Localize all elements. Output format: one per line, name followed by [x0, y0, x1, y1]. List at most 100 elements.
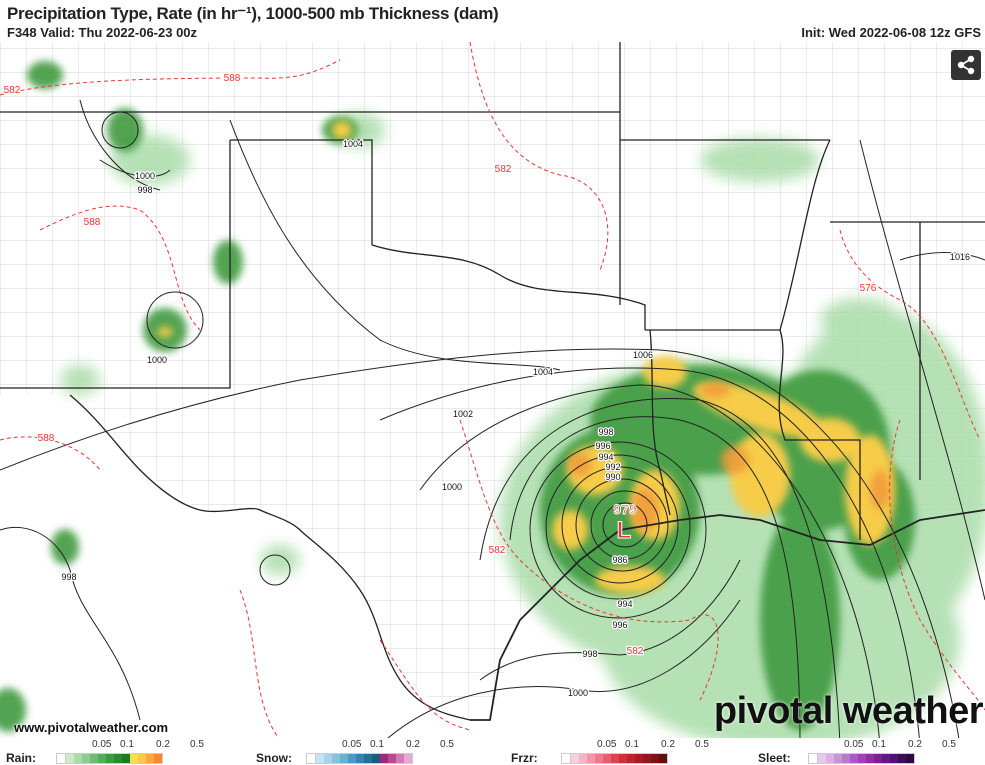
svg-text:1000: 1000 [442, 482, 462, 492]
legend-tick: 0.1 [625, 739, 639, 750]
legend-label: Rain: [6, 751, 36, 765]
svg-text:1002: 1002 [453, 409, 473, 419]
legend-label: Sleet: [758, 751, 791, 765]
legend-swatch [906, 754, 914, 763]
legend-tick: 0.1 [120, 739, 134, 750]
legend-tick: 0.5 [190, 739, 204, 750]
precip-legend: Rain: 0.05 0.1 0.2 0.5 Snow: 0.05 0.1 0.2 0.5 Frzr… [0, 738, 985, 765]
svg-text:588: 588 [38, 433, 55, 444]
legend-swatch [324, 754, 332, 763]
low-symbol: L [617, 517, 632, 544]
legend-swatch [866, 754, 874, 763]
weather-map[interactable]: 1000 998 1004 1000 1006 1004 1002 1000 9… [0, 42, 985, 745]
legend-swatch [74, 754, 82, 763]
legend-swatch [122, 754, 130, 763]
legend-swatch [858, 754, 866, 763]
svg-text:998: 998 [598, 427, 613, 437]
legend-swatch [130, 754, 138, 763]
legend-tick: 0.05 [92, 739, 112, 750]
legend-swatch [154, 754, 162, 763]
legend-swatch [643, 754, 651, 763]
legend-tick: 0.1 [872, 739, 886, 750]
svg-text:998: 998 [137, 185, 152, 195]
legend-swatch [898, 754, 906, 763]
svg-text:994: 994 [617, 599, 632, 609]
thickness-labels: 588 582 582 588 576 588 582 582 [2, 72, 878, 659]
legend-swatch [603, 754, 611, 763]
svg-text:992: 992 [605, 462, 620, 472]
share-icon [957, 55, 975, 75]
legend-swatch [659, 754, 667, 763]
svg-text:998: 998 [61, 572, 76, 582]
thickness-lines [0, 42, 985, 741]
county-lines [0, 42, 985, 720]
legend-tick: 0.2 [908, 739, 922, 750]
svg-text:582: 582 [627, 646, 644, 657]
svg-text:996: 996 [595, 441, 610, 451]
legend-colorbar [561, 753, 668, 764]
svg-text:582: 582 [495, 164, 512, 175]
legend-colorbar [56, 753, 163, 764]
legend-colorbar [306, 753, 413, 764]
svg-text:1006: 1006 [633, 350, 653, 360]
svg-text:994: 994 [598, 452, 613, 462]
isobar-labels: 1000 998 1004 1000 1006 1004 1002 1000 9… [60, 138, 971, 700]
legend-swatch [818, 754, 826, 763]
legend-swatch [90, 754, 98, 763]
legend-swatch [874, 754, 882, 763]
legend-swatch [66, 754, 74, 763]
legend-swatch [372, 754, 380, 763]
share-button[interactable] [951, 50, 981, 80]
isobars [0, 99, 985, 745]
legend-swatch [138, 754, 146, 763]
state-borders [0, 42, 985, 721]
legend-tick: 0.1 [370, 739, 384, 750]
site-url: www.pivotalweather.com [14, 720, 169, 735]
header: Precipitation Type, Rate (in hr⁻¹), 1000… [0, 0, 985, 42]
svg-text:986: 986 [612, 555, 627, 565]
svg-text:582: 582 [4, 85, 21, 96]
map-svg: 1000 998 1004 1000 1006 1004 1002 1000 9… [0, 42, 985, 745]
legend-swatch [404, 754, 412, 763]
svg-text:996: 996 [612, 620, 627, 630]
low-pressure-value: 979 [613, 501, 637, 517]
legend-swatch [595, 754, 603, 763]
svg-text:1016: 1016 [950, 252, 970, 262]
legend-swatch [579, 754, 587, 763]
legend-swatch [651, 754, 659, 763]
legend-swatch [619, 754, 627, 763]
legend-tick: 0.5 [695, 739, 709, 750]
legend-tick: 0.5 [440, 739, 454, 750]
low-pressure-center: 979 L [613, 501, 638, 545]
legend-swatch [587, 754, 595, 763]
legend-swatch [316, 754, 324, 763]
legend-swatch [146, 754, 154, 763]
svg-text:1000: 1000 [147, 355, 167, 365]
legend-swatch [635, 754, 643, 763]
legend-swatch [98, 754, 106, 763]
legend-tick: 0.05 [342, 739, 362, 750]
legend-swatch [882, 754, 890, 763]
rain-very-heavy [568, 382, 890, 532]
legend-swatch [332, 754, 340, 763]
legend-swatch [356, 754, 364, 763]
svg-text:1004: 1004 [533, 367, 553, 377]
svg-text:998: 998 [582, 649, 597, 659]
legend-swatch [380, 754, 388, 763]
legend-swatch [348, 754, 356, 763]
legend-swatch [826, 754, 834, 763]
legend-swatch [834, 754, 842, 763]
legend-tick: 0.5 [942, 739, 956, 750]
legend-swatch [890, 754, 898, 763]
init-time: Init: Wed 2022-06-08 12z GFS [801, 25, 981, 40]
legend-swatch [106, 754, 114, 763]
legend-tick: 0.05 [597, 739, 617, 750]
svg-text:990: 990 [605, 472, 620, 482]
legend-tick: 0.2 [156, 739, 170, 750]
legend-label: Snow: [256, 751, 292, 765]
svg-text:576: 576 [860, 283, 877, 294]
legend-swatch [364, 754, 372, 763]
svg-text:588: 588 [84, 217, 101, 228]
legend-swatch [340, 754, 348, 763]
legend-swatch [82, 754, 90, 763]
